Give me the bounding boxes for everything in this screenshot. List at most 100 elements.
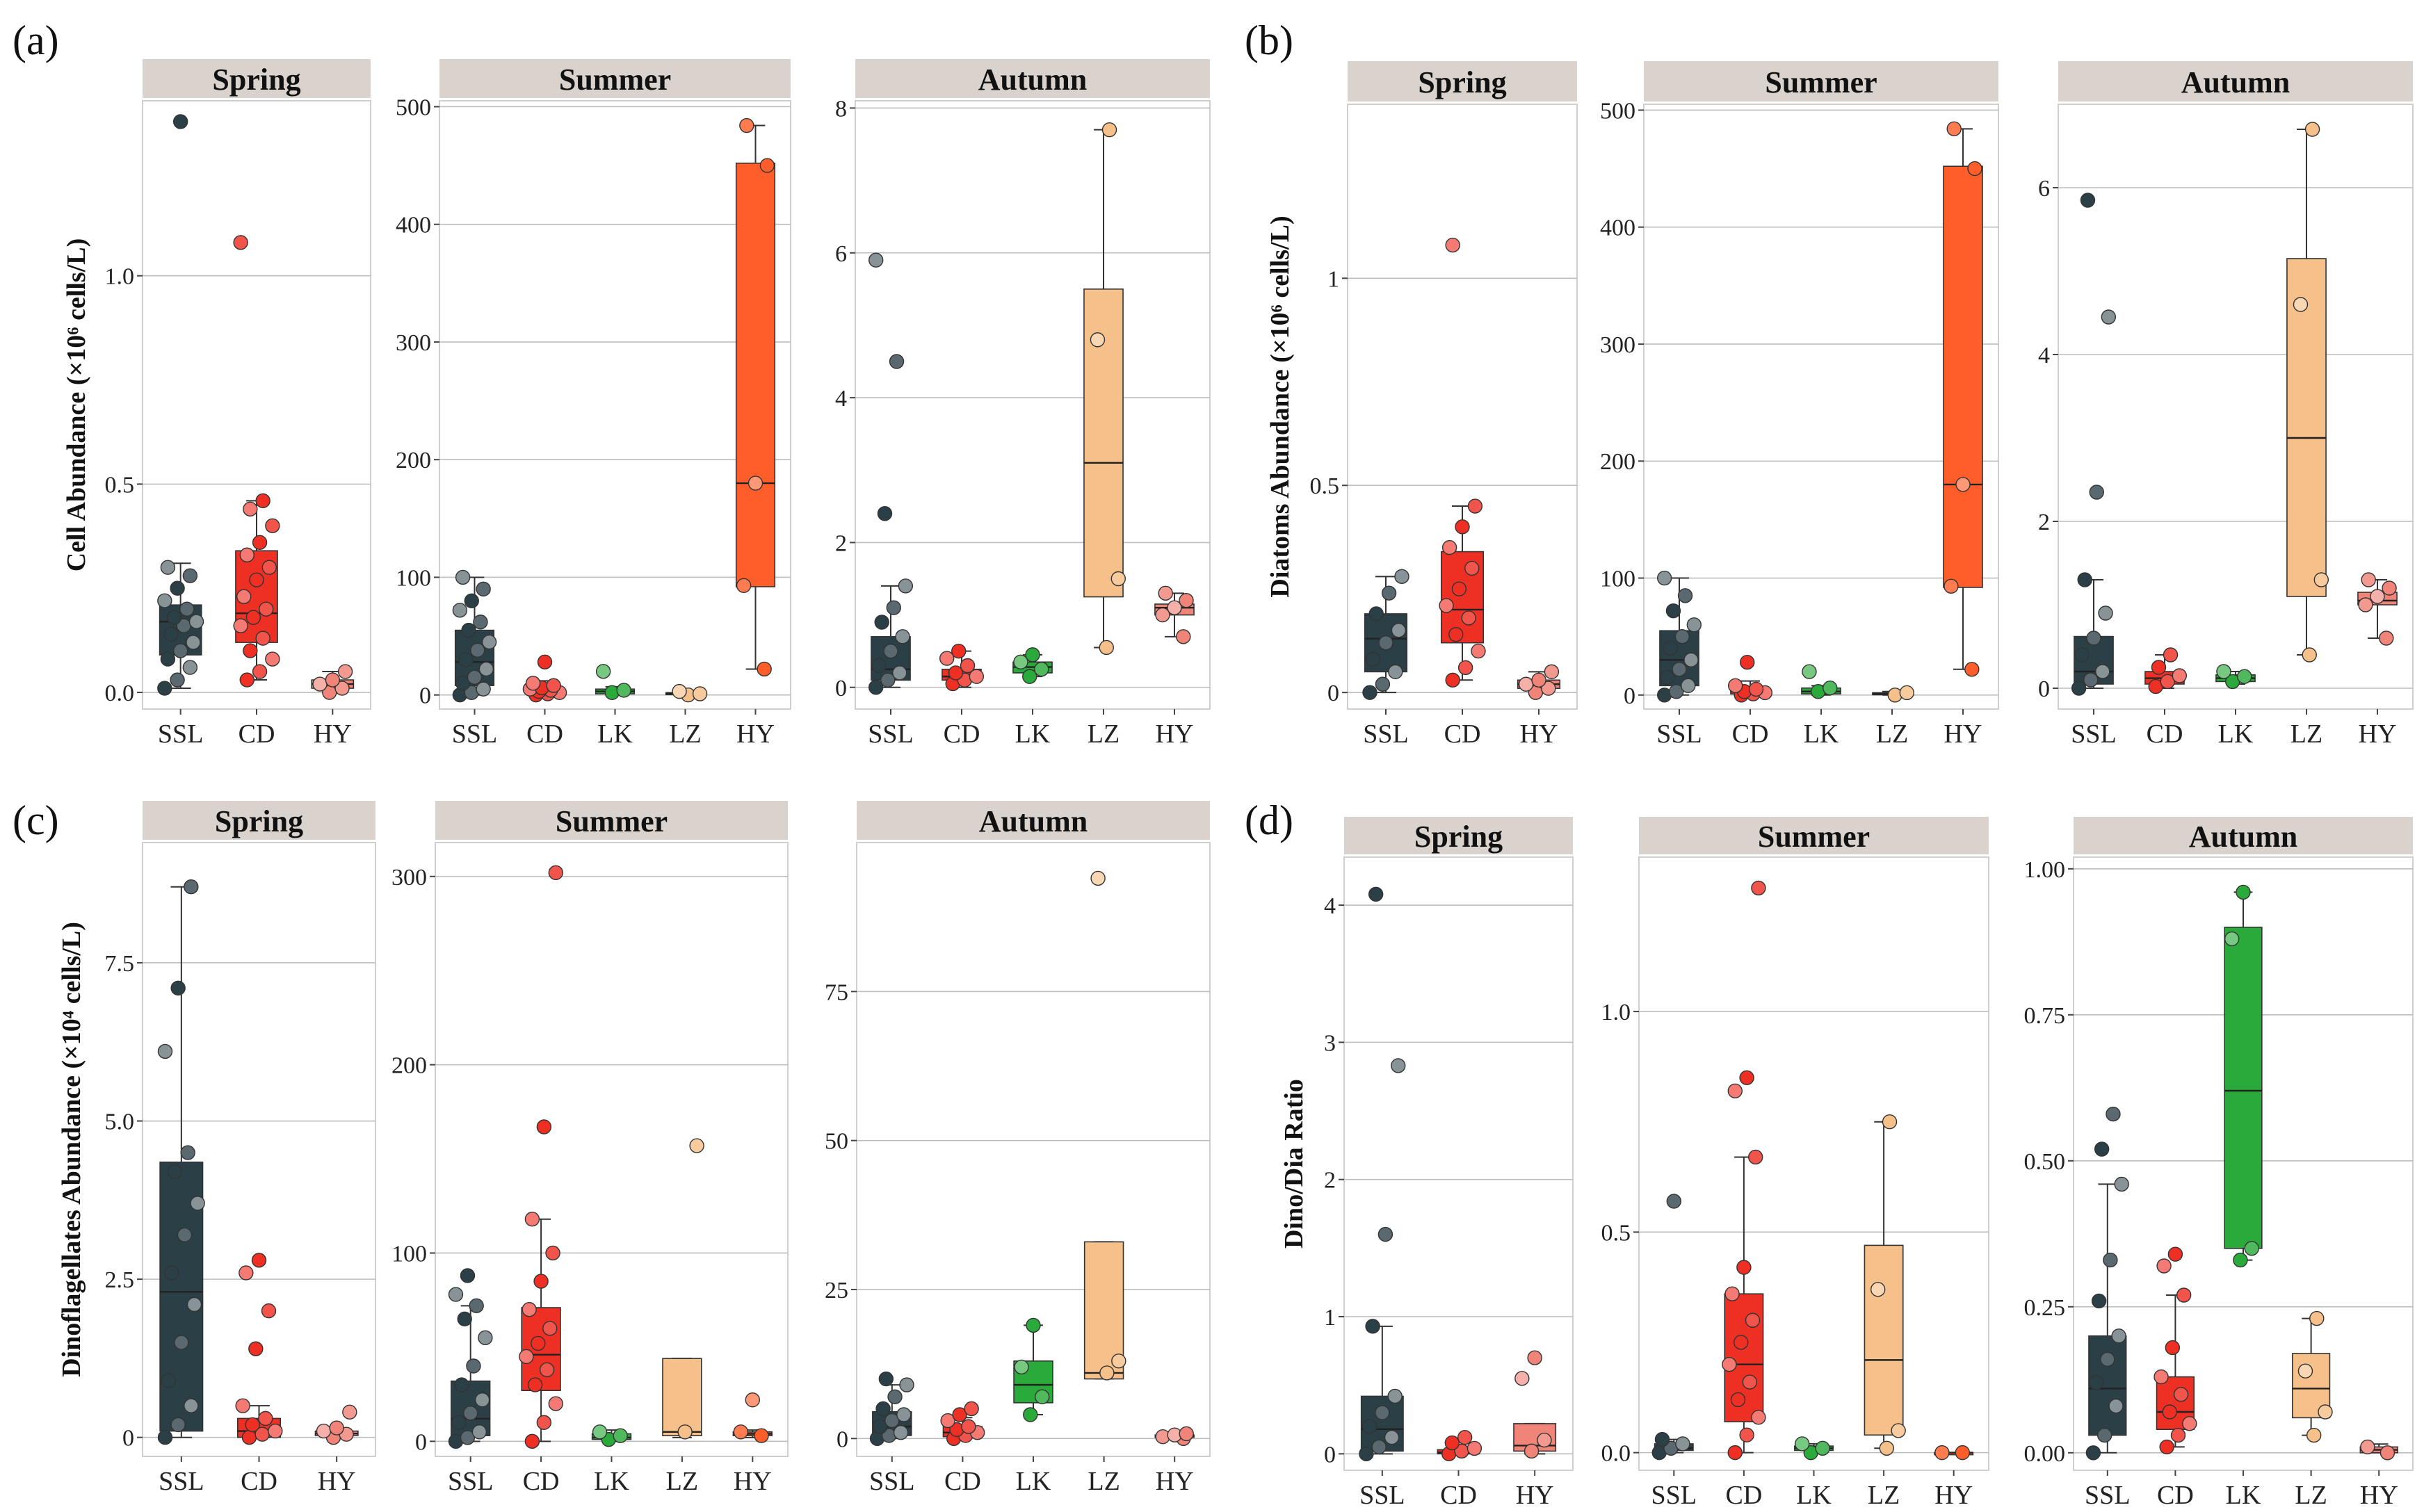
data-point xyxy=(2216,664,2231,679)
data-point xyxy=(157,681,172,696)
box-cd xyxy=(522,654,567,703)
data-point xyxy=(2182,1416,2197,1431)
data-point xyxy=(460,1268,476,1283)
box-hy xyxy=(1517,664,1561,700)
data-point xyxy=(940,1413,955,1429)
data-point xyxy=(1891,1423,1906,1438)
facet-autumn: Autumn 0.00 0.25 0.50 0.75 1.00 SSL CD LK LZ HY xyxy=(2024,817,2414,1510)
x-category-label: SSL xyxy=(2071,720,2116,749)
data-point xyxy=(190,1196,205,1211)
facet-spring: Spring 0 0.5 1 SSL CD HY xyxy=(1310,61,1578,749)
facet-strip xyxy=(2058,61,2413,101)
x-category-label: CD xyxy=(526,720,563,749)
data-point xyxy=(1111,1354,1126,1369)
facet-strip-label: Spring xyxy=(215,804,303,838)
data-point xyxy=(1654,1431,1670,1447)
data-point xyxy=(1686,617,1702,633)
data-point xyxy=(2094,1141,2110,1157)
data-point xyxy=(1439,598,1454,613)
data-point xyxy=(463,1406,478,1421)
facet-strip xyxy=(2074,817,2413,854)
data-point xyxy=(334,681,350,696)
data-point xyxy=(248,1341,264,1356)
data-point xyxy=(1683,652,1699,668)
box-ssl xyxy=(2085,1106,2129,1461)
data-point xyxy=(1677,588,1693,603)
facet-strip xyxy=(1348,61,1577,101)
y-tick-label: 200 xyxy=(1600,449,1635,475)
facet-strip-label: Spring xyxy=(1414,820,1503,854)
facet-strip xyxy=(857,801,1210,840)
data-point xyxy=(170,980,186,996)
data-point xyxy=(184,1398,199,1413)
y-tick-label: 0.5 xyxy=(1310,473,1340,499)
data-point xyxy=(1457,1429,1473,1445)
data-point xyxy=(2379,1445,2395,1461)
data-point xyxy=(733,1424,749,1440)
data-point xyxy=(739,117,754,133)
box-hy xyxy=(1154,1426,1195,1446)
data-point xyxy=(476,681,491,697)
data-point xyxy=(476,581,491,597)
data-point xyxy=(1823,681,1838,696)
x-category-label: SSL xyxy=(448,1467,493,1496)
data-point xyxy=(536,1415,552,1430)
data-point xyxy=(258,1411,273,1426)
data-point xyxy=(179,601,195,617)
facet-strip-label: Spring xyxy=(212,63,300,97)
y-tick-label: 1.00 xyxy=(2024,857,2066,883)
data-point xyxy=(255,493,270,509)
data-point xyxy=(1464,560,1480,576)
data-point xyxy=(868,680,884,695)
panel-letter: (d) xyxy=(1245,797,1293,843)
data-point xyxy=(252,535,268,550)
data-point xyxy=(1527,1350,1542,1365)
y-tick-label: 0 xyxy=(415,1429,427,1455)
y-tick-label: 0 xyxy=(122,1426,134,1452)
data-point xyxy=(939,651,955,666)
x-category-label: LZ xyxy=(2290,720,2322,749)
plot-area xyxy=(439,100,791,710)
box-lk xyxy=(1794,1436,1834,1461)
data-point xyxy=(1378,635,1393,651)
data-point xyxy=(316,1423,332,1439)
data-point xyxy=(2304,122,2320,137)
box-lk xyxy=(2224,884,2263,1268)
y-tick-label: 3 xyxy=(1324,1030,1336,1056)
y-tick-label: 0 xyxy=(1624,683,1635,709)
data-point xyxy=(877,506,893,521)
x-category-label: LZ xyxy=(1088,1467,1120,1496)
y-tick-label: 0 xyxy=(1324,1442,1336,1468)
data-point xyxy=(458,652,474,667)
data-point xyxy=(186,1296,202,1312)
data-point xyxy=(2103,1252,2118,1268)
facet-strip-label: Summer xyxy=(1765,65,1877,99)
data-point xyxy=(261,560,277,575)
data-point xyxy=(1179,1426,1194,1442)
data-point xyxy=(167,1164,183,1180)
data-point xyxy=(1955,477,1971,492)
data-point xyxy=(177,1227,193,1243)
data-point xyxy=(1467,498,1483,514)
data-point xyxy=(1377,1226,1393,1242)
y-tick-label: 0 xyxy=(419,683,431,709)
data-point xyxy=(464,593,479,608)
facet-strip-label: Summer xyxy=(556,804,668,838)
data-point xyxy=(1099,640,1114,656)
data-point xyxy=(2306,1427,2322,1443)
data-point xyxy=(233,235,248,250)
data-point xyxy=(522,1302,537,1317)
data-point xyxy=(2095,664,2110,679)
y-tick-label: 8 xyxy=(835,96,847,122)
data-point xyxy=(692,686,708,701)
data-point xyxy=(1014,1359,1029,1375)
data-point xyxy=(519,1349,534,1365)
x-category-label: HY xyxy=(2359,720,2397,749)
data-point xyxy=(1514,1371,1530,1386)
data-point xyxy=(1934,1445,1950,1461)
data-point xyxy=(470,642,485,658)
data-point xyxy=(1451,581,1467,596)
data-point xyxy=(898,578,914,594)
data-point xyxy=(871,658,887,674)
